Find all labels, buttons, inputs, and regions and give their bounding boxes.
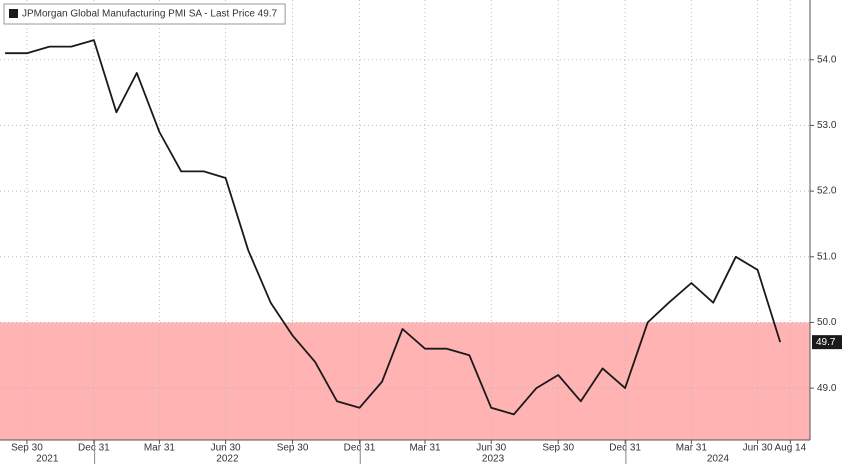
year-label: 2023	[482, 454, 505, 464]
y-tick-label: 52.0	[817, 186, 837, 197]
x-tick-label: Jun 30	[211, 443, 241, 454]
x-tick-label: Mar 31	[409, 443, 441, 454]
x-tick-label: Jun 30	[743, 443, 773, 454]
x-tick-label: Mar 31	[676, 443, 708, 454]
last-value-tag: 49.7	[812, 335, 842, 350]
y-tick-label: 50.0	[817, 317, 837, 328]
data-line	[5, 39, 782, 416]
x-tick-label: Sep 30	[11, 443, 43, 454]
last-value-box	[812, 335, 842, 350]
year-label: 2024	[707, 454, 730, 464]
x-tick-label: Sep 30	[542, 443, 574, 454]
x-tick-label: Sep 30	[277, 443, 309, 454]
x-tick-label: Jun 30	[476, 443, 506, 454]
y-tick-label: 53.0	[817, 120, 837, 131]
legend-label: JPMorgan Global Manufacturing PMI SA - L…	[22, 9, 278, 20]
x-tick-label: Dec 31	[609, 443, 641, 454]
legend: JPMorgan Global Manufacturing PMI SA - L…	[3, 3, 286, 25]
legend-box	[3, 3, 286, 25]
x-tick-label: Aug 14	[774, 443, 806, 454]
x-tick-label: Dec 31	[344, 443, 376, 454]
year-label: 2022	[216, 454, 239, 464]
legend-swatch	[9, 9, 18, 18]
shaded-region	[0, 322, 810, 440]
y-tick-label: 51.0	[817, 251, 837, 262]
x-tick-label: Mar 31	[144, 443, 176, 454]
year-label: 2021	[36, 454, 59, 464]
last-value-label: 49.7	[816, 337, 836, 348]
y-tick-label: 49.0	[817, 383, 837, 394]
y-tick-label: 54.0	[817, 54, 837, 65]
x-tick-label: Dec 31	[78, 443, 110, 454]
